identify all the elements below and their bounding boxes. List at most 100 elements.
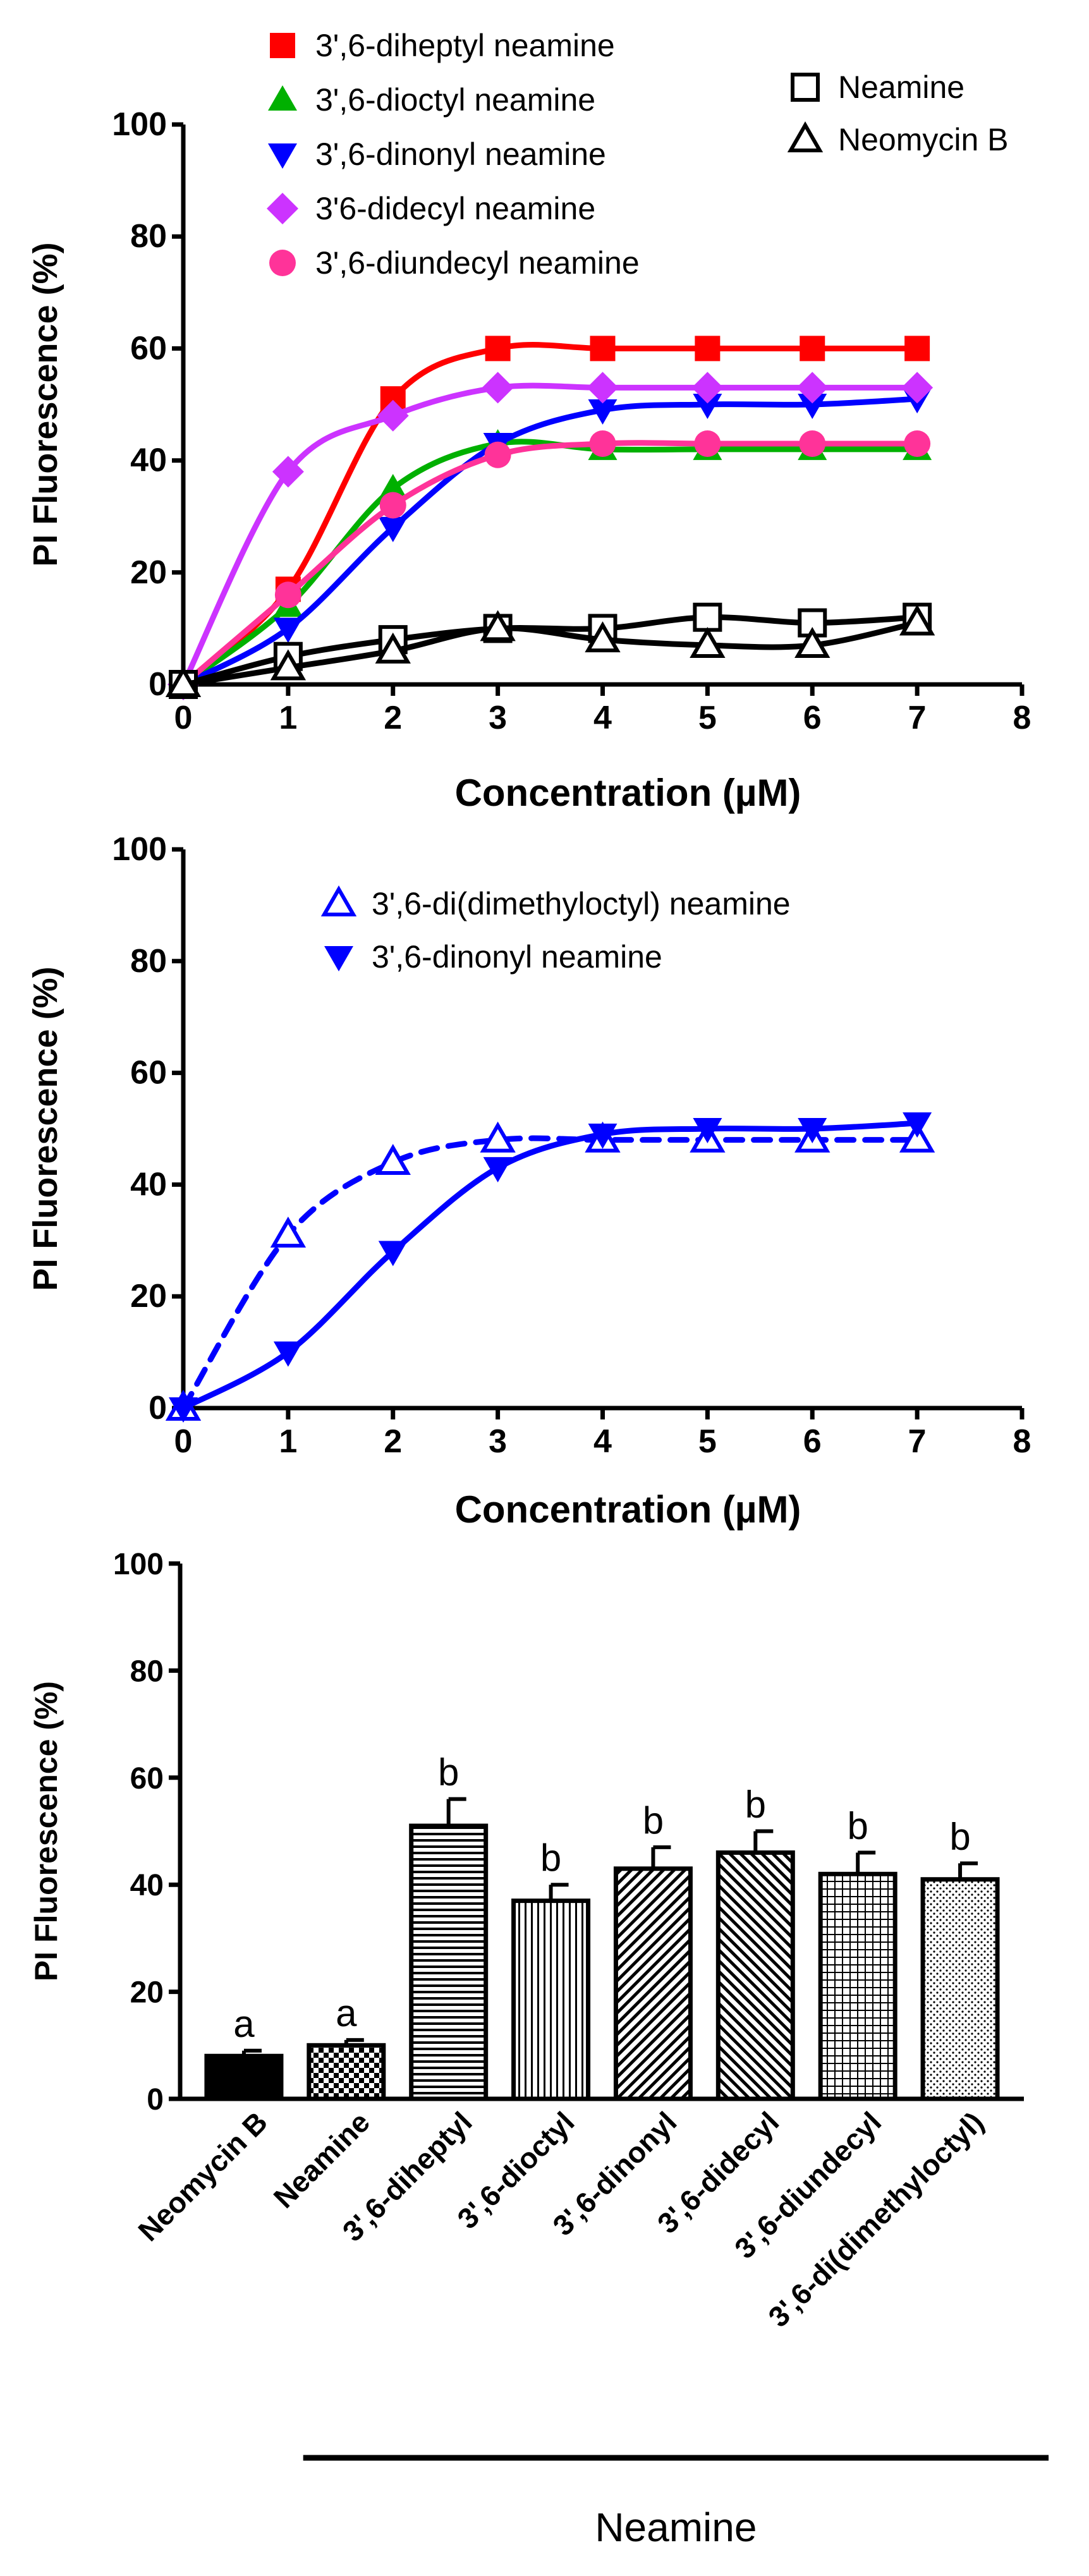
legend-item-neamine: Neamine [791, 70, 964, 105]
data-point-3-6-diheptyl-neamine [590, 336, 616, 361]
legend-marker-neomycin-b [787, 121, 824, 152]
data-point-neomycin-b [690, 626, 726, 658]
y-tick-label: 60 [130, 1055, 167, 1091]
legend-left: 3',6-diheptyl neamine 3',6-dioctyl neamin… [267, 28, 640, 281]
data-point-3-6-didecyl-neamine [796, 372, 829, 404]
legend-marker-3-6-diundecyl-neamine [269, 250, 296, 276]
legend-item-3-6-di-dimethyloctyl-neamine: 3',6-di(dimethyloctyl) neamine [320, 885, 791, 921]
y-axis-title: PI Fluorescence (%) [27, 242, 64, 566]
data-point-3-6-dinonyl-neamine [378, 516, 408, 542]
legend-label-neomycin-b: Neomycin B [838, 122, 1009, 157]
significance-label: b [745, 1783, 766, 1826]
x-tick-label: 6 [803, 1423, 822, 1460]
data-point-neomycin-b [375, 632, 411, 664]
legend-label-neamine: Neamine [838, 70, 964, 105]
data-point-3-6-dinonyl-neamine [588, 1123, 618, 1149]
x-tick-label: 4 [593, 700, 612, 736]
y-tick-label: 80 [130, 218, 167, 255]
data-point-3-6-didecyl-neamine [377, 399, 409, 432]
data-point-3-6-didecyl-neamine [901, 372, 934, 404]
y-tick-label: 40 [130, 1166, 167, 1203]
y-tick-label: 100 [113, 1548, 164, 1581]
y-tick-label: 20 [130, 554, 167, 591]
data-point-3-6-dinonyl-neamine [903, 1112, 932, 1138]
bar-neomycin-b: a Neomycin B [131, 2003, 284, 2247]
data-point-3-6-diheptyl-neamine [485, 336, 511, 361]
category-label: Neomycin B [131, 2105, 274, 2247]
data-point-3-6-diundecyl-neamine [799, 430, 826, 458]
x-tick-label: 6 [803, 700, 822, 736]
data-point-3-6-diundecyl-neamine [274, 581, 301, 609]
bar-rect [204, 2053, 284, 2101]
data-point-3-6-diundecyl-neamine [904, 430, 931, 458]
x-tick-label: 8 [1013, 700, 1031, 736]
significance-label: a [233, 2003, 255, 2045]
legend-marker-3-6-dinonyl-neamine [268, 143, 297, 169]
y-axis-title: PI Fluorescence (%) [28, 1681, 64, 1981]
group-label: Neamine [595, 2505, 757, 2550]
data-point-3-6-dinonyl-neamine [693, 394, 722, 419]
significance-label: a [336, 1992, 357, 2034]
y-tick-label: 20 [130, 1278, 167, 1315]
legend-label-3-6-dioctyl-neamine: 3',6-dioctyl neamine [315, 82, 595, 118]
chart-panel-a: 0 20 40 60 80 100 PI Fluorescence (%) 0 1 2 3 4 5 6 7 8… [27, 28, 1031, 814]
x-tick-label: 4 [593, 1423, 612, 1460]
data-point-neomycin-b [899, 604, 935, 636]
bar-rect [920, 1877, 1000, 2101]
legend-label-3-6-diheptyl-neamine: 3',6-diheptyl neamine [315, 28, 615, 63]
legend-label-3-6-diundecyl-neamine: 3',6-diundecyl neamine [315, 245, 640, 281]
data-point-3-6-diundecyl-neamine [379, 492, 406, 519]
data-point-3-6-didecyl-neamine [691, 372, 724, 404]
y-tick-label: 40 [130, 1869, 164, 1902]
data-point-neomycin-b [585, 621, 621, 653]
x-tick-label: 3 [489, 1423, 507, 1460]
chart-panel-b: 0 20 40 60 80 100 PI Fluorescence (%) 0 1 2 3 4 5 6 7 8… [27, 831, 1031, 1531]
significance-label: b [438, 1751, 459, 1794]
series-line-3-6-di-dimethyloctyl-neamine [180, 1135, 920, 1411]
legend-item-3-6-diundecyl-neamine: 3',6-diundecyl neamine [269, 245, 640, 281]
x-tick-label: 5 [698, 700, 717, 736]
y-tick-label: 40 [130, 442, 167, 479]
data-point-3-6-dinonyl-neamine [693, 1118, 722, 1143]
bar-rect [511, 1899, 591, 2101]
series-3-6-dinonyl-neamine [169, 1112, 932, 1423]
x-tick-label: 1 [279, 700, 297, 736]
category-label: Neamine [267, 2105, 376, 2214]
legend-item-3-6-didecyl-neamine: 3'6-didecyl neamine [267, 191, 595, 226]
data-point-neomycin-b [165, 665, 202, 697]
series-3-6-di-dimethyloctyl-neamine [165, 1121, 935, 1421]
x-axis-title: Concentration (µM) [455, 772, 801, 814]
y-tick-label: 0 [147, 2083, 164, 2117]
data-point-3-6-dinonyl-neamine [798, 1118, 827, 1143]
legend-label-3-6-dinonyl-neamine: 3',6-dinonyl neamine [315, 137, 606, 172]
x-tick-label: 2 [384, 700, 402, 736]
y-tick-label: 100 [112, 106, 167, 143]
data-point-neomycin-b [480, 610, 516, 641]
legend-marker-3-6-didecyl-neamine [267, 193, 298, 224]
legend-marker-3-6-di-dimethyloctyl-neamine [320, 885, 357, 916]
data-point-neomycin-b [794, 626, 830, 658]
x-tick-label: 8 [1013, 1423, 1031, 1460]
data-point-3-6-di-dimethyloctyl-neamine [480, 1121, 516, 1153]
data-point-3-6-dinonyl-neamine [588, 399, 618, 425]
data-point-3-6-dinonyl-neamine [169, 1397, 198, 1423]
data-point-3-6-diundecyl-neamine [484, 441, 511, 468]
data-point-3-6-diheptyl-neamine [800, 336, 825, 361]
y-tick-label: 20 [130, 1976, 164, 2010]
series-neomycin-b [165, 604, 935, 697]
bar-neamine: a Neamine [267, 1992, 386, 2215]
legend-marker-3-6-dinonyl-neamine [324, 946, 353, 971]
legend-label-3-6-di-dimethyloctyl-neamine: 3',6-di(dimethyloctyl) neamine [372, 886, 791, 921]
data-point-neomycin-b [270, 649, 307, 681]
x-tick-label: 7 [908, 700, 927, 736]
y-axis-title: PI Fluorescence (%) [27, 966, 64, 1291]
significance-label: b [540, 1837, 561, 1879]
significance-label: b [643, 1799, 664, 1842]
data-point-3-6-dinonyl-neamine [378, 1241, 408, 1267]
y-tick-label: 0 [149, 1390, 167, 1426]
legend-marker-3-6-diheptyl-neamine [270, 33, 295, 58]
bar-3-6-diheptyl: b3',6-diheptyl [336, 1751, 489, 2248]
legend-main: 3',6-di(dimethyloctyl) neamine 3',6-dinon… [320, 885, 791, 975]
data-point-3-6-dinonyl-neamine [483, 1157, 513, 1182]
